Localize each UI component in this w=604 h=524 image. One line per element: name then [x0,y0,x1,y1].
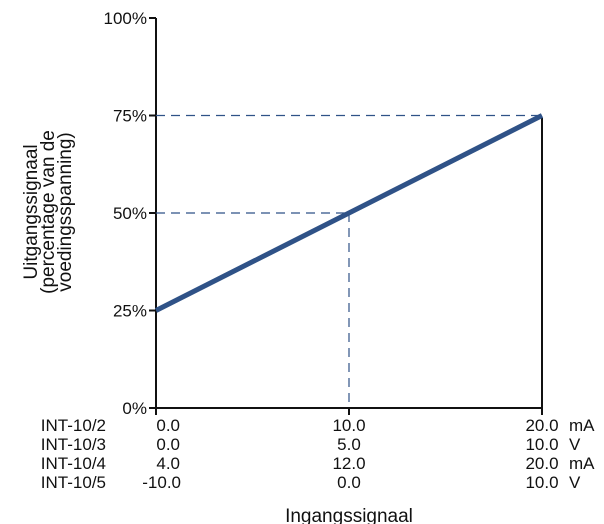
row-max-value-2: 20.0 [525,454,558,473]
row-min-value-3: -10.0 [142,473,181,492]
y-axis-title-line-3: voedingsspanning) [55,132,76,292]
x-axis-title: Ingangssignaal [285,506,413,524]
row-min-value-1: 0.0 [156,435,180,454]
row-unit-0: mA [569,416,595,435]
y-axis-title-line-1: Uitgangssignaal [21,144,42,279]
y-tick-label-3: 75% [113,107,147,126]
series-line-0 [154,113,544,313]
row-model-label-3: INT-10/5 [41,473,106,492]
reference-lines [156,114,542,408]
row-model-label-0: INT-10/2 [41,416,106,435]
row-mid-value-2: 12.0 [332,454,365,473]
row-model-label-1: INT-10/3 [41,435,106,454]
y-axis-title: Uitgangssignaal (percentage van de voedi… [21,130,76,294]
row-min-value-2: 4.0 [156,454,180,473]
row-mid-value-1: 5.0 [337,435,361,454]
row-max-value-3: 10.0 [525,473,558,492]
row-mid-value-3: 0.0 [337,473,361,492]
y-tick-label-4: 100% [104,9,147,28]
y-tick-label-0: 0% [122,399,147,418]
y-tick-label-1: 25% [113,302,147,321]
y-axis-title-line-2: (percentage van de [38,130,59,294]
row-mid-value-0: 10.0 [332,416,365,435]
row-model-label-2: INT-10/4 [41,454,106,473]
y-ticks: 0% 25% 50% 75% 100% [104,9,156,418]
series-lines [154,113,544,313]
x-ticks [155,408,543,415]
row-max-value-0: 20.0 [525,416,558,435]
y-tick-label-2: 50% [113,204,147,223]
row-unit-2: mA [569,454,595,473]
row-unit-1: V [569,435,581,454]
row-unit-3: V [569,473,581,492]
row-max-value-1: 10.0 [525,435,558,454]
row-min-value-0: 0.0 [156,416,180,435]
